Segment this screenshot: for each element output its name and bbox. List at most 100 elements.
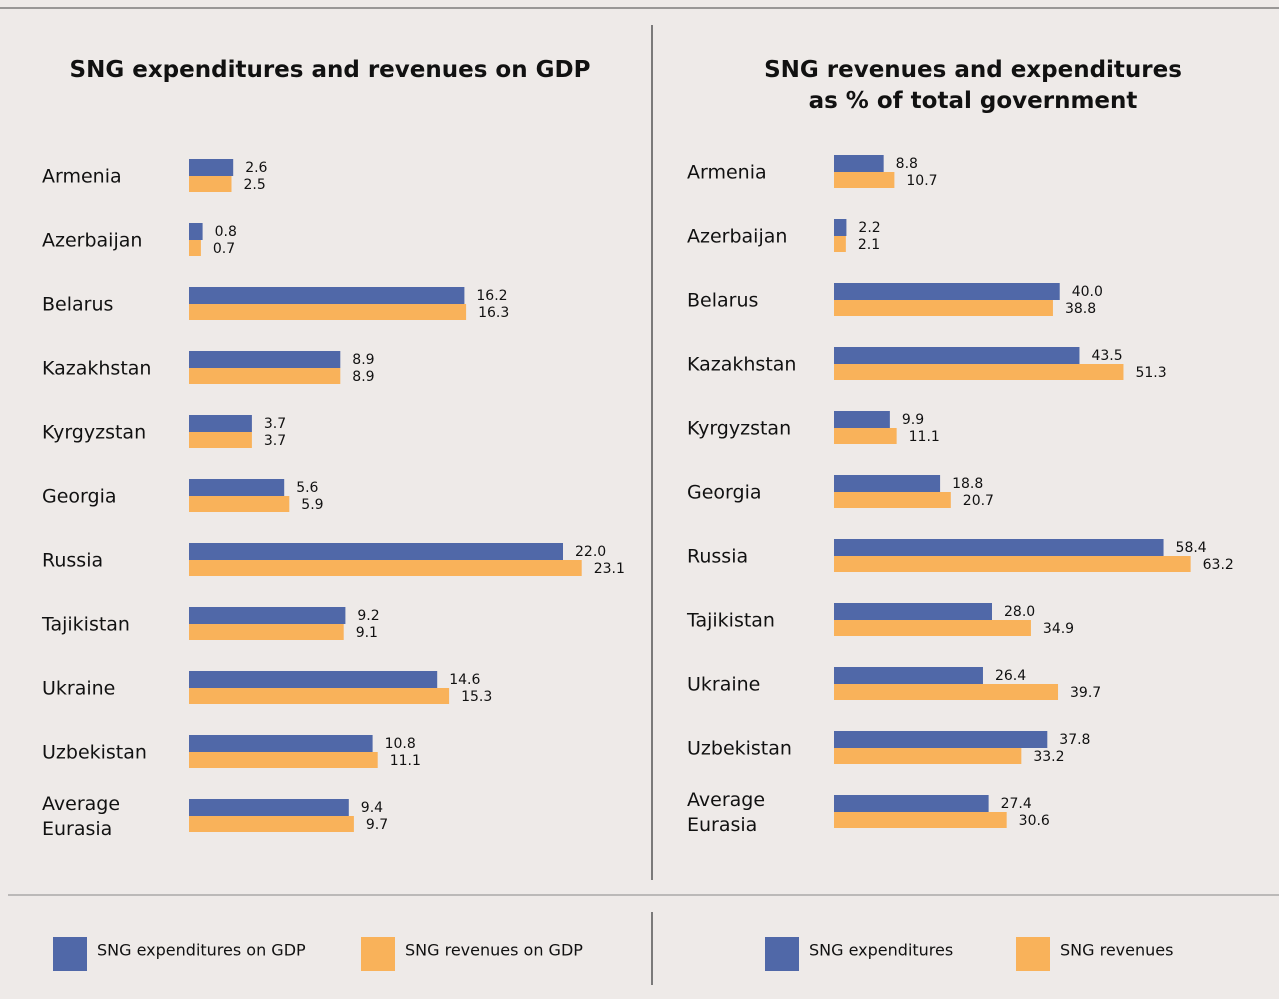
category-label: Uzbekistan	[42, 741, 147, 764]
value-label: 20.7	[963, 493, 994, 509]
bar	[834, 219, 847, 236]
value-label: 9.9	[902, 412, 924, 428]
bar	[189, 671, 438, 688]
category-label: Kyrgyzstan	[687, 417, 792, 440]
bar	[189, 159, 234, 176]
value-label: 39.7	[1070, 685, 1101, 701]
value-label: 11.1	[909, 429, 940, 445]
bar	[834, 347, 1080, 364]
category-label: Kazakhstan	[687, 353, 797, 376]
category-label: Average Eurasia	[687, 789, 766, 836]
chart-title: SNG expenditures and revenues on GDP	[69, 57, 591, 83]
value-label: 2.1	[858, 237, 880, 253]
bar	[834, 556, 1191, 572]
value-label: 43.5	[1091, 348, 1122, 364]
value-label: 37.8	[1059, 732, 1090, 748]
value-label: 30.6	[1019, 813, 1050, 829]
category-label: Russia	[687, 545, 749, 568]
value-label: 27.4	[1001, 796, 1032, 812]
bar	[189, 240, 201, 256]
value-label: 2.6	[245, 160, 267, 176]
bar	[189, 415, 252, 432]
value-label: 5.9	[301, 497, 323, 513]
value-label: 38.8	[1065, 301, 1096, 317]
category-label: Uzbekistan	[687, 737, 792, 760]
value-label: 63.2	[1203, 557, 1234, 573]
bar	[834, 155, 884, 172]
bar	[189, 560, 582, 576]
legend-swatch	[53, 937, 87, 971]
category-label: Azerbaijan	[42, 229, 143, 252]
bar	[834, 364, 1124, 380]
value-label: 0.8	[215, 224, 237, 240]
bar	[189, 816, 354, 832]
value-label: 26.4	[995, 668, 1026, 684]
bar	[834, 795, 989, 812]
value-label: 34.9	[1043, 621, 1074, 637]
bar	[189, 799, 349, 816]
value-label: 9.4	[361, 800, 383, 816]
bar	[189, 543, 563, 560]
category-label: Tajikistan	[42, 613, 130, 636]
value-label: 23.1	[594, 561, 625, 577]
bar	[189, 752, 378, 768]
bar	[189, 368, 341, 384]
value-label: 3.7	[264, 416, 286, 432]
bar	[189, 432, 252, 448]
bar	[189, 688, 450, 704]
value-label: 10.8	[385, 736, 416, 752]
bar	[189, 304, 467, 320]
value-label: 8.8	[896, 156, 918, 172]
value-label: 2.2	[858, 220, 880, 236]
value-label: 10.7	[906, 173, 937, 189]
value-label: 15.3	[461, 689, 492, 705]
category-label: Ukraine	[687, 673, 761, 696]
chart-title: SNG revenues and expenditures as % of to…	[764, 57, 1182, 114]
value-label: 5.6	[296, 480, 318, 496]
category-label: Belarus	[42, 293, 114, 316]
value-label: 22.0	[575, 544, 606, 560]
value-label: 9.7	[366, 817, 388, 833]
bar	[834, 172, 895, 188]
legend-swatch	[1016, 937, 1050, 971]
bar	[189, 351, 341, 368]
legend-swatch	[765, 937, 799, 971]
bar	[834, 620, 1031, 636]
value-label: 16.2	[476, 288, 507, 304]
bar	[834, 603, 992, 620]
category-label: Kyrgyzstan	[42, 421, 147, 444]
bar	[834, 812, 1007, 828]
legend-label: SNG expenditures on GDP	[97, 940, 306, 960]
bar	[189, 176, 232, 192]
value-label: 28.0	[1004, 604, 1035, 620]
category-label: Azerbaijan	[687, 225, 788, 248]
legend-label: SNG expenditures	[809, 940, 954, 960]
bar	[189, 223, 203, 240]
category-label: Georgia	[687, 481, 762, 504]
value-label: 18.8	[952, 476, 983, 492]
bar	[189, 624, 344, 640]
value-label: 16.3	[478, 305, 509, 321]
value-label: 8.9	[352, 369, 374, 385]
legend-label: SNG revenues on GDP	[405, 940, 583, 960]
category-label: Armenia	[687, 161, 767, 184]
category-label: Armenia	[42, 165, 122, 188]
legend-swatch	[361, 937, 395, 971]
value-label: 33.2	[1033, 749, 1064, 765]
value-label: 51.3	[1135, 365, 1166, 381]
bar	[834, 748, 1022, 764]
bar	[834, 236, 846, 252]
value-label: 0.7	[213, 241, 235, 257]
bar	[834, 684, 1059, 700]
value-label: 9.1	[356, 625, 378, 641]
value-label: 9.2	[357, 608, 379, 624]
value-label: 58.4	[1176, 540, 1207, 556]
legend-label: SNG revenues	[1060, 940, 1174, 960]
bar	[834, 667, 983, 684]
category-label: Ukraine	[42, 677, 116, 700]
bar	[834, 475, 941, 492]
category-label: Georgia	[42, 485, 117, 508]
bar	[189, 496, 290, 512]
